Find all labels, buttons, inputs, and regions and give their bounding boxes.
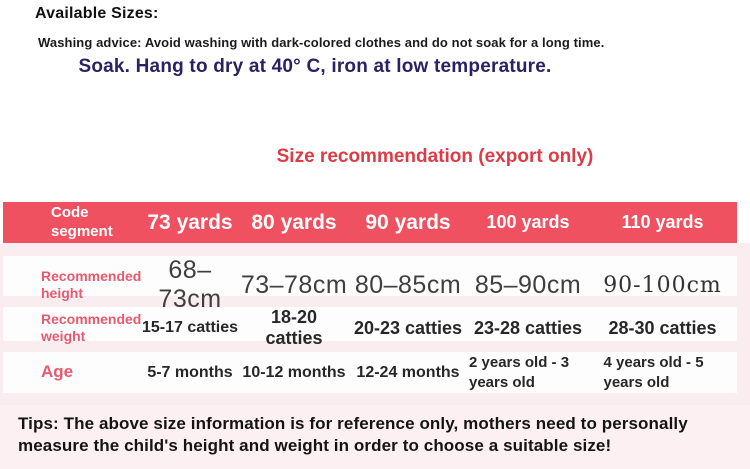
age-value: 12-24 months bbox=[356, 363, 460, 381]
table-row-height: Recommended height 68–73cm 73–78cm 80–85… bbox=[3, 256, 737, 313]
page-title: Available Sizes: bbox=[35, 5, 159, 22]
height-value: 80–85cm bbox=[354, 270, 462, 299]
tips-text: Tips: The above size information is for … bbox=[18, 414, 688, 456]
care-instructions-text: Soak. Hang to dry at 40° C, iron at low … bbox=[78, 56, 552, 77]
header-73-yards: 73 yards bbox=[147, 210, 233, 234]
header-110-yards: 110 yards bbox=[621, 212, 704, 232]
height-value: 73–78cm bbox=[240, 270, 348, 299]
age-value: 5-7 months bbox=[147, 363, 233, 381]
size-table-title: Size recommendation (export only) bbox=[276, 146, 594, 167]
weight-value: 20-23 catties bbox=[353, 317, 463, 338]
weight-value: 18-20 catties bbox=[265, 307, 323, 348]
height-value: 85–90cm bbox=[474, 270, 582, 299]
size-table-header-row: Code segment 73 yards 80 yards 90 yards … bbox=[3, 202, 737, 243]
height-value: 68–73cm bbox=[158, 256, 222, 313]
tips-banner: Tips: The above size information is for … bbox=[0, 405, 750, 469]
weight-row-label: Recommended weight bbox=[41, 311, 142, 344]
age-value: 4 years old - 5 years old bbox=[603, 354, 704, 391]
weight-value: 15-17 catties bbox=[141, 319, 239, 336]
age-row-label: Age bbox=[41, 362, 74, 382]
washing-advice-text: Washing advice: Avoid washing with dark-… bbox=[38, 35, 605, 50]
table-row-age: Age 5-7 months 10-12 months 12-24 months… bbox=[3, 352, 737, 393]
age-value: 10-12 months bbox=[242, 363, 346, 381]
header-code-segment: Code segment bbox=[51, 203, 113, 240]
weight-value: 28-30 catties bbox=[608, 317, 717, 338]
age-value: 2 years old - 3 years old bbox=[469, 354, 570, 391]
weight-value: 23-28 catties bbox=[473, 317, 583, 338]
height-row-label: Recommended height bbox=[41, 268, 142, 301]
header-80-yards: 80 yards bbox=[251, 210, 337, 234]
header-90-yards: 90 yards bbox=[365, 210, 451, 234]
height-value: 90-100cm bbox=[603, 272, 722, 298]
table-row-weight: Recommended weight 15-17 catties 18-20 c… bbox=[3, 307, 737, 348]
header-100-yards: 100 yards bbox=[486, 212, 570, 232]
